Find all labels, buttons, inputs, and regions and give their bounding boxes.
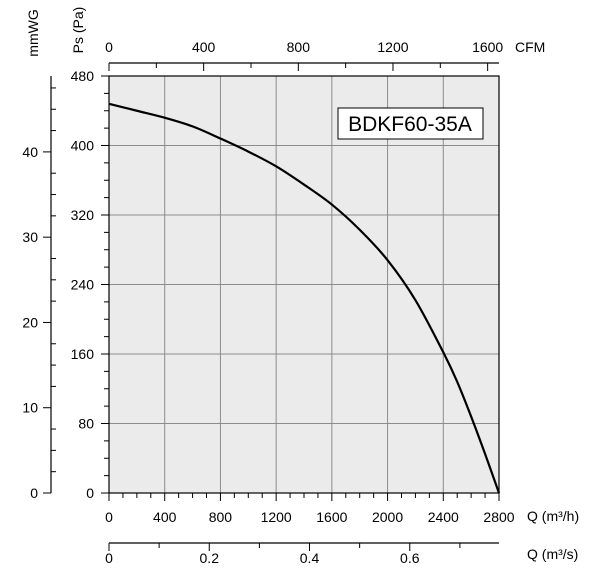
cfm-tick-label: 0 <box>105 39 113 55</box>
pressure-axis-title: Ps (Pa) <box>70 7 86 54</box>
flow-m3h-axis-title: Q (m³/h) <box>527 508 579 524</box>
pressure-flow-curve <box>108 102 501 494</box>
flow-m3h-tick-label: 2000 <box>372 509 403 525</box>
pressure-tick-label: 320 <box>71 207 95 223</box>
mmwg-tick-label: 10 <box>22 400 38 416</box>
flow-m3h-tick-label: 1200 <box>261 509 292 525</box>
flow-m3h-tick-label: 800 <box>209 509 233 525</box>
flow-m3s-tick-label: 0.4 <box>300 550 320 566</box>
flow-m3s-tick-label: 0 <box>105 550 113 566</box>
cfm-tick-label: 1200 <box>377 39 408 55</box>
mmwg-tick-label: 30 <box>22 229 38 245</box>
cfm-tick-label: 1600 <box>472 39 503 55</box>
mmwg-tick-label: 0 <box>30 485 38 501</box>
flow-m3s-tick-label: 0.6 <box>400 550 420 566</box>
pressure-tick-label: 240 <box>71 277 95 293</box>
flow-m3s-tick-label: 0.2 <box>200 550 220 566</box>
model-label-box: BDKF60-35A <box>337 107 484 140</box>
flow-m3h-tick-label: 400 <box>153 509 177 525</box>
flow-m3h-tick-label: 2400 <box>428 509 459 525</box>
model-label: BDKF60-35A <box>348 113 472 136</box>
flow-m3h-tick-label: 0 <box>105 509 113 525</box>
flow-m3h-tick-label: 2800 <box>483 509 514 525</box>
cfm-tick-label: 400 <box>192 39 216 55</box>
axis-labels: 0 400 800 1200 1600 2000 2400 28000801602403204… <box>22 39 514 566</box>
pressure-tick-label: 80 <box>78 416 94 432</box>
pressure-tick-label: 160 <box>71 346 95 362</box>
grid-lines <box>109 76 499 493</box>
mmwg-tick-label: 20 <box>22 314 38 330</box>
flow-m3h-tick-label: 1600 <box>316 509 347 525</box>
pressure-tick-label: 0 <box>86 485 94 501</box>
pressure-tick-label: 400 <box>71 138 95 154</box>
cfm-tick-label: 800 <box>287 39 311 55</box>
mmwg-tick-label: 40 <box>22 144 38 160</box>
flow-m3s-axis-title: Q (m³/s) <box>527 546 578 562</box>
axes <box>43 62 500 551</box>
pressure-tick-label: 480 <box>71 68 95 84</box>
mmwg-axis-title: mmWG <box>25 9 41 56</box>
cfm-axis-title: CFM <box>515 39 545 55</box>
